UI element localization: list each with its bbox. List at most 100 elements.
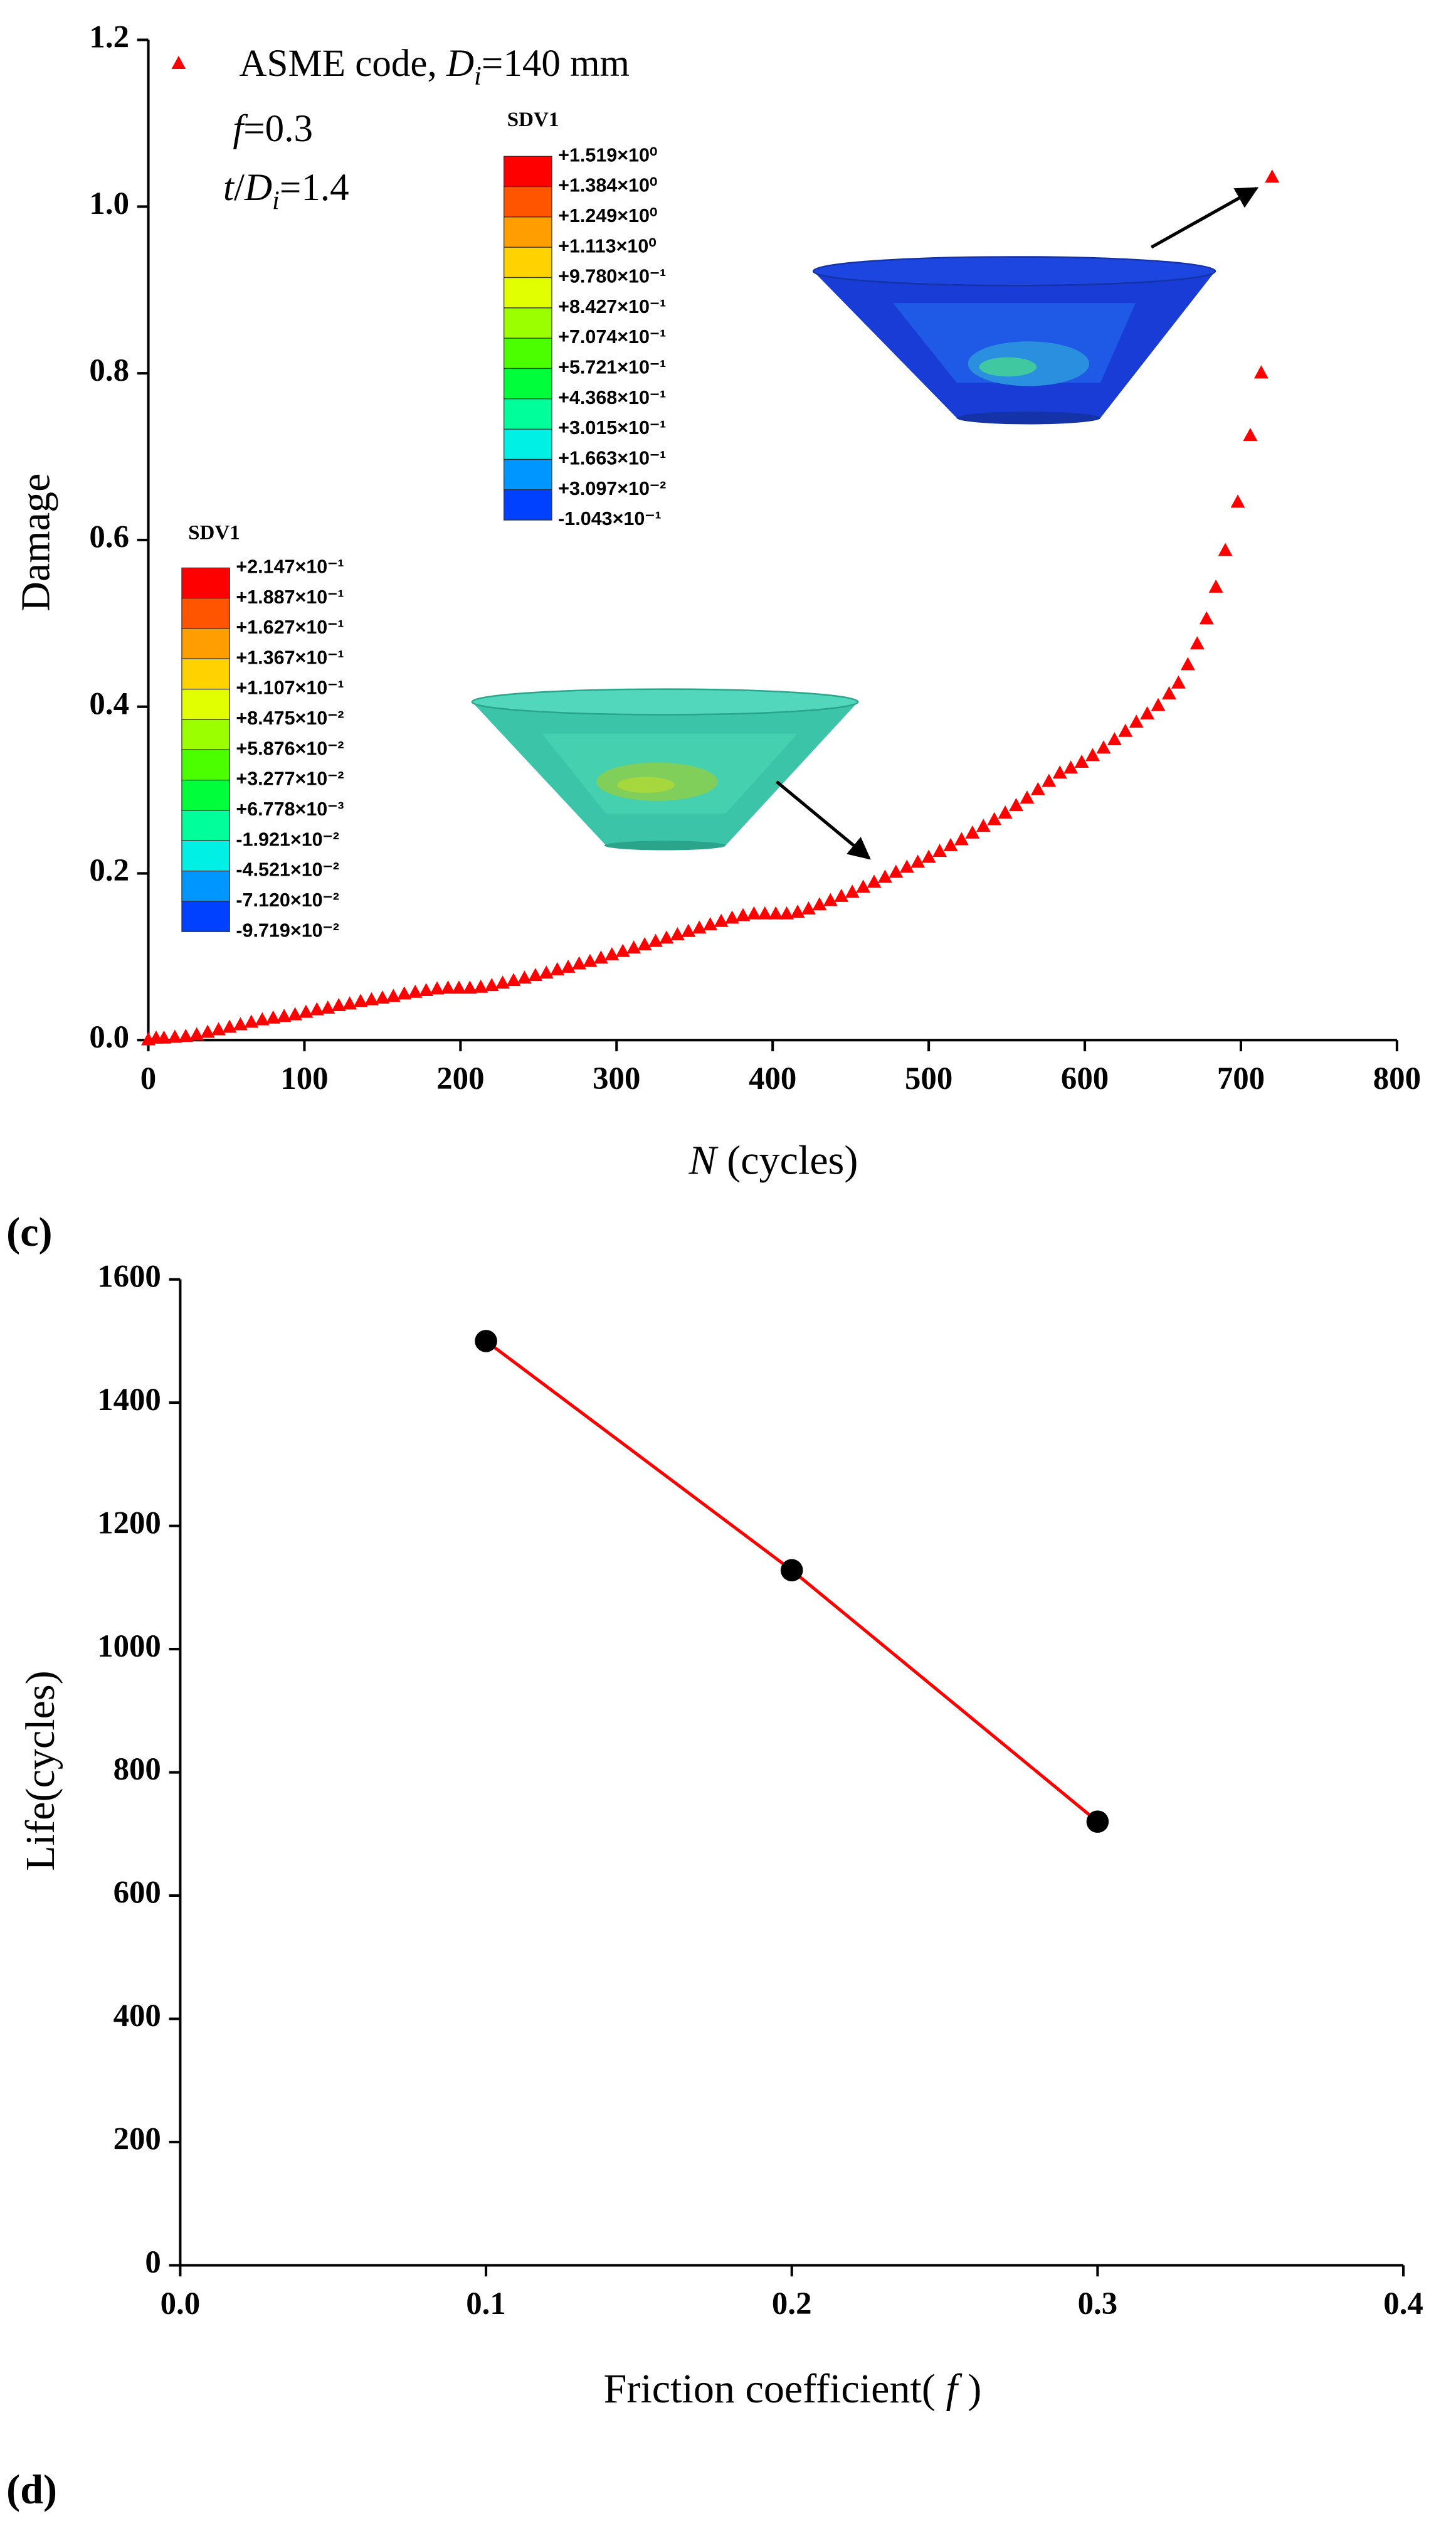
data-point: [1140, 706, 1155, 719]
text-part: i: [272, 186, 280, 215]
text-part: /: [234, 167, 245, 209]
x-tick-label: 100: [280, 1061, 328, 1096]
data-point: [746, 906, 761, 920]
data-point: [648, 933, 663, 947]
contour-label: -1.043×10⁻¹: [558, 508, 661, 529]
contour-band: [504, 307, 552, 339]
x-tick-label: 0.0: [161, 2286, 201, 2321]
data-point: [856, 879, 871, 893]
contour-label: +8.427×10⁻¹: [558, 296, 666, 317]
y-tick-label: 1400: [97, 1382, 161, 1418]
contour-label: +6.778×10⁻³: [236, 798, 344, 820]
data-point: [266, 1010, 281, 1024]
data-point: [528, 968, 543, 982]
data-point: [156, 1030, 171, 1044]
data-point: [320, 1000, 335, 1014]
data-point: [910, 854, 926, 868]
data-point: [1162, 686, 1176, 699]
x-tick-label: 800: [1373, 1061, 1421, 1096]
y-tick-label: 600: [113, 1875, 161, 1911]
data-point: [1118, 723, 1133, 737]
data-point: [1009, 798, 1023, 812]
contour-band: [504, 247, 552, 279]
y-tick-label: 1.0: [89, 186, 129, 221]
contour-band: [504, 156, 552, 188]
text-part: Damage: [13, 474, 59, 612]
data-point: [200, 1024, 215, 1038]
data-point: [757, 906, 773, 920]
data-point: [211, 1022, 226, 1036]
contour-band: [181, 658, 230, 690]
y-tick-label: 200: [113, 2122, 161, 2157]
data-point: [1208, 579, 1223, 593]
data-point: [1063, 760, 1079, 774]
data-point: [1171, 675, 1186, 689]
data-point: [441, 980, 455, 994]
data-point: [780, 1559, 803, 1582]
data-point: [353, 994, 368, 1007]
data-point: [834, 888, 849, 902]
data-point: [1107, 732, 1122, 746]
text-part: N: [688, 1138, 719, 1184]
data-point: [714, 913, 729, 927]
data-point: [364, 992, 379, 1005]
data-point: [1042, 773, 1057, 787]
inset-title: SDV1: [507, 109, 559, 131]
data-point: [1151, 698, 1166, 711]
contour-label: -9.719×10⁻²: [236, 920, 339, 941]
data-point: [397, 986, 412, 1000]
contour-band: [181, 901, 230, 932]
y-tick-label: 0: [145, 2245, 161, 2280]
text-part: D: [446, 43, 474, 85]
contour-label: +5.876×10⁻²: [236, 738, 344, 759]
contour-label: +1.627×10⁻¹: [236, 617, 344, 638]
data-point: [703, 917, 718, 931]
data-point: [1030, 782, 1045, 795]
contour-label: +1.519×10⁰: [558, 144, 657, 166]
x-tick-label: 0.4: [1383, 2286, 1423, 2321]
annotation: t/Di=1.4: [223, 167, 349, 215]
data-point: [626, 940, 641, 954]
data-point: [692, 920, 707, 934]
contour-band: [181, 840, 230, 872]
data-point: [375, 990, 390, 1004]
y-tick-label: 1600: [97, 1259, 161, 1294]
contour-label: +8.475×10⁻²: [236, 708, 344, 729]
data-point: [1243, 428, 1258, 442]
data-point: [462, 980, 477, 994]
data-point: [1180, 657, 1195, 671]
contour-band: [504, 489, 552, 521]
contour-band: [181, 567, 230, 599]
contour-band: [181, 780, 230, 811]
data-point: [167, 1029, 182, 1043]
data-point: [419, 983, 434, 997]
contour-band: [181, 810, 230, 841]
data-point: [309, 1002, 324, 1016]
contour-band: [504, 277, 552, 309]
data-point: [976, 819, 991, 832]
data-point: [1199, 611, 1214, 625]
y-tick-label: 0.6: [89, 520, 129, 555]
contour-band: [181, 719, 230, 750]
text-part: ASME code,: [239, 43, 446, 85]
data-point: [561, 959, 576, 973]
text-part: =1.4: [280, 167, 349, 209]
data-point: [593, 950, 608, 964]
data-point: [1253, 365, 1269, 379]
data-point: [1052, 765, 1067, 779]
y-tick-label: 0.4: [89, 686, 129, 721]
legend-label: ASME code, Di=140 mm: [239, 43, 630, 91]
data-point: [943, 837, 958, 851]
y-tick-label: 800: [113, 1752, 161, 1787]
data-point: [987, 812, 1002, 825]
data-point: [298, 1004, 314, 1018]
y-tick-label: 400: [113, 1998, 161, 2034]
data-point: [178, 1029, 193, 1043]
panel-label: (c): [6, 1209, 52, 1255]
contour-band: [181, 598, 230, 629]
text-part: ): [957, 2366, 982, 2412]
contour-label: -1.921×10⁻²: [236, 829, 339, 850]
data-point: [495, 975, 510, 989]
data-point: [473, 979, 488, 993]
data-point: [342, 996, 357, 1010]
